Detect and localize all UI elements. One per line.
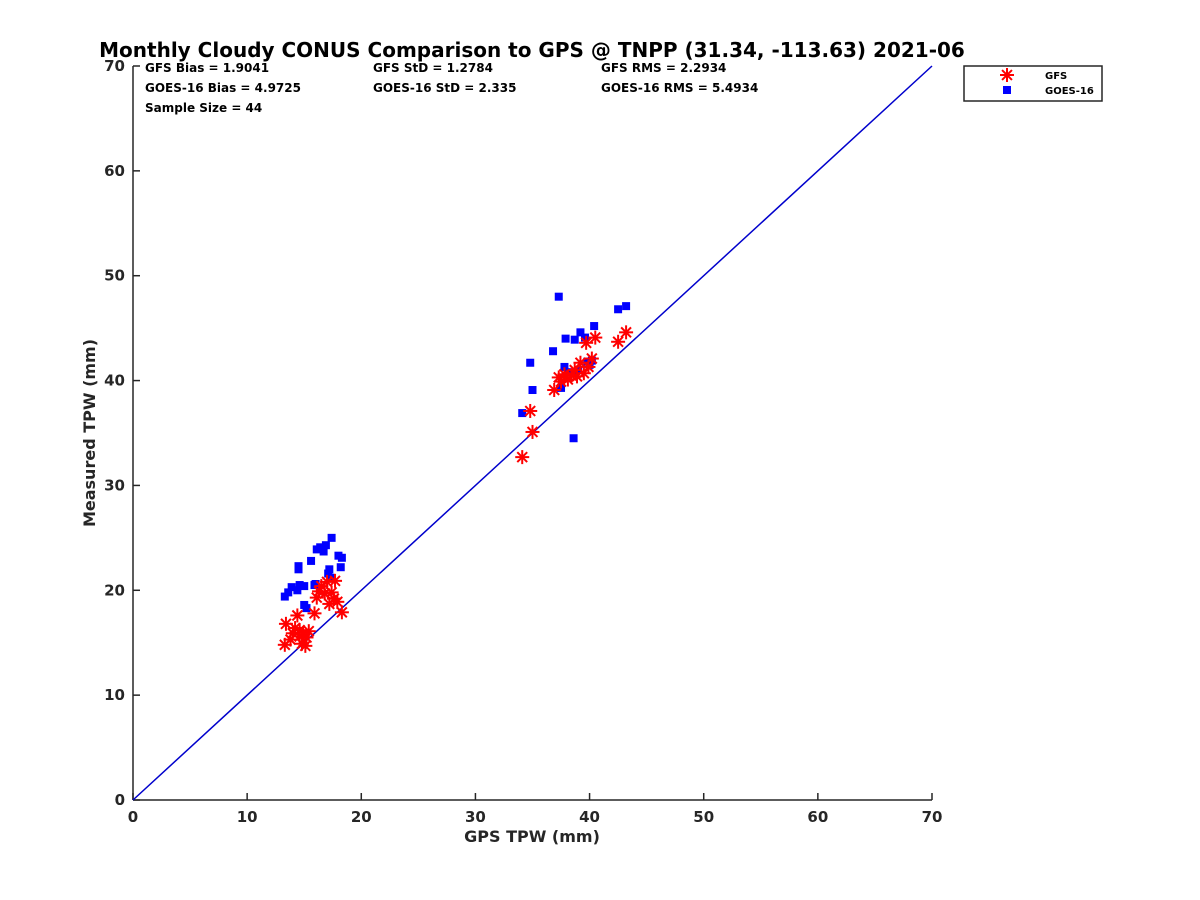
stat-gfs-rms: GFS RMS = 2.2934 [601, 61, 726, 75]
gfs-point [292, 629, 307, 644]
gfs-point [312, 584, 327, 599]
goes16-point [336, 563, 345, 572]
goes16-point [560, 362, 569, 371]
goes16-point [307, 556, 316, 565]
gfs-point [588, 330, 603, 345]
y-tick-label: 10 [104, 686, 125, 704]
y-axis-label: Measured TPW (mm) [80, 339, 99, 527]
goes16-point [337, 553, 346, 562]
y-tick-label: 50 [104, 267, 125, 285]
y-tick-label: 20 [104, 581, 125, 599]
gfs-point [330, 594, 345, 609]
x-axis-ticks: 0 10 20 30 40 50 60 70 [128, 793, 943, 826]
goes16-point [324, 569, 333, 578]
gfs-point [328, 573, 343, 588]
gfs-point [290, 608, 305, 623]
goes16-point [518, 409, 527, 418]
data-points [277, 292, 634, 653]
goes16-point [581, 333, 590, 342]
goes16-point [549, 347, 558, 356]
goes16-point [576, 328, 585, 337]
goes16-point [293, 586, 302, 595]
y-axis-ticks: 0 10 20 30 40 50 60 70 [104, 57, 140, 809]
gfs-point [573, 355, 588, 370]
x-tick-label: 20 [351, 808, 372, 826]
y-tick-label: 30 [104, 476, 125, 494]
legend-box [963, 65, 1103, 102]
gfs-point [525, 424, 540, 439]
gfs-point [576, 366, 591, 381]
stat-gfs-bias: GFS Bias = 1.9041 [145, 61, 269, 75]
stat-sample-size: Sample Size = 44 [145, 101, 262, 115]
x-tick-label: 70 [922, 808, 943, 826]
x-tick-label: 0 [128, 808, 138, 826]
goes16-point [569, 434, 578, 443]
goes16-point [325, 565, 334, 574]
gfs-point [619, 325, 634, 340]
goes16-point [327, 533, 336, 542]
goes16-point [302, 604, 311, 613]
goes16-point [311, 579, 320, 588]
goes16-point [561, 334, 570, 343]
gfs-point [307, 606, 322, 621]
x-tick-label: 50 [693, 808, 714, 826]
goes16-point [284, 588, 293, 597]
y-tick-label: 40 [104, 372, 125, 390]
x-tick-label: 10 [237, 808, 258, 826]
stat-goes-rms: GOES-16 RMS = 5.4934 [601, 81, 758, 95]
goes16-point [280, 592, 289, 601]
goes16-point [295, 581, 304, 590]
legend-goes-square [1003, 86, 1011, 94]
goes16-point [300, 582, 309, 591]
gfs-point [515, 450, 530, 465]
gfs-point [547, 383, 562, 398]
x-tick-label: 30 [465, 808, 486, 826]
x-tick-label: 60 [807, 808, 828, 826]
y-tick-label: 70 [104, 57, 125, 75]
y-tick-label: 0 [115, 791, 125, 809]
goes16-point [526, 358, 535, 367]
goes16-point [554, 292, 563, 301]
legend-gfs-asterisk [1000, 68, 1014, 82]
goes16-point [570, 335, 579, 344]
stat-gfs-std: GFS StD = 1.2784 [373, 61, 493, 75]
goes16-point [287, 583, 296, 592]
gfs-point [523, 403, 538, 418]
goes16-point [622, 302, 631, 311]
goes16-point [590, 322, 599, 331]
goes16-point [528, 386, 537, 395]
legend: GFS GOES-16 [963, 65, 1103, 102]
goes16-point [316, 543, 325, 552]
legend-gfs-label: GFS [1045, 71, 1067, 82]
x-tick-label: 40 [579, 808, 600, 826]
y-tick-label: 60 [104, 162, 125, 180]
goes16-point [319, 547, 328, 556]
gfs-point [584, 351, 599, 366]
axes [132, 66, 932, 801]
x-axis-label: GPS TPW (mm) [464, 827, 600, 846]
gfs-point [611, 334, 626, 349]
chart-title: Monthly Cloudy CONUS Comparison to GPS @… [99, 38, 965, 62]
gfs-point [334, 605, 349, 620]
legend-gfs-marker [1000, 68, 1014, 82]
goes16-point [321, 541, 330, 550]
stat-goes-bias: GOES-16 Bias = 4.9725 [145, 81, 301, 95]
goes16-point [294, 562, 303, 571]
legend-goes-marker [1003, 86, 1011, 94]
legend-goes-label: GOES-16 [1045, 86, 1094, 97]
goes16-point [614, 305, 623, 314]
stat-goes-std: GOES-16 StD = 2.335 [373, 81, 516, 95]
